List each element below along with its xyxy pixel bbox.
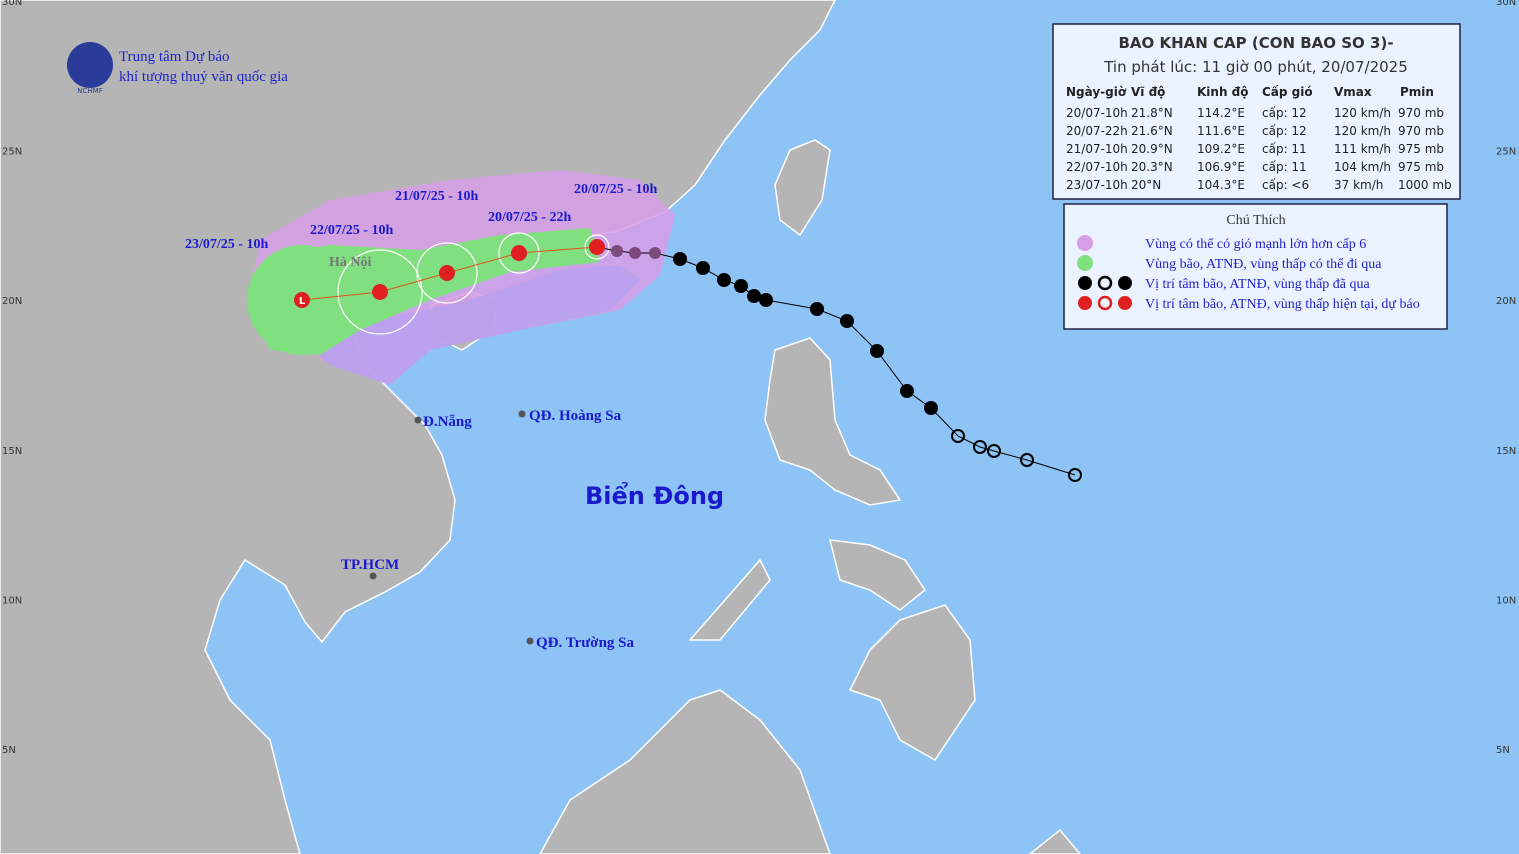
forecast-time: 22/07/25 - 10h: [310, 223, 393, 238]
table-cell: 20.3°N: [1131, 160, 1173, 174]
table-cell: 22/07-10h: [1066, 160, 1128, 174]
place-label: Đ.Nẵng: [423, 414, 472, 430]
table-cell: 37 km/h: [1334, 178, 1383, 192]
table-cell: 20°N: [1131, 178, 1161, 192]
lat-label: 25N: [2, 147, 22, 158]
uncertainty-circles: [337, 232, 610, 335]
lat-label: 20N: [1496, 296, 1516, 307]
bulletin-title: BAO KHAN CAP (CON BAO SO 3)-: [1118, 34, 1393, 52]
legend-item: Vùng có thể có gió mạnh lớn hơn cấp 6: [1145, 237, 1366, 252]
forecast-time: 21/07/25 - 10h: [395, 189, 478, 204]
legend-item: Vị trí tâm bão, ATNĐ, vùng thấp hiện tại…: [1145, 297, 1420, 312]
sea-label: Biển Đông: [585, 480, 724, 510]
logo: [67, 42, 113, 88]
table-cell: 106.9°E: [1197, 160, 1245, 174]
column-header: Vmax: [1334, 85, 1372, 99]
forecast-markers: L: [294, 239, 605, 308]
place-label: TP.HCM: [341, 557, 399, 573]
place-label: Hà Nội: [329, 255, 372, 270]
legend-swatch: [1077, 235, 1093, 251]
column-header: Vĩ độ: [1131, 85, 1165, 99]
agency-name: Trung tâm Dự báo: [119, 49, 230, 65]
legend-item: Vị trí tâm bão, ATNĐ, vùng thấp đã qua: [1145, 277, 1371, 292]
table-cell: 114.2°E: [1197, 106, 1245, 120]
table-cell: 1000 mb: [1398, 178, 1452, 192]
table-cell: cấp: 11: [1262, 160, 1307, 174]
table-cell: 21.8°N: [1131, 106, 1173, 120]
table-cell: cấp: <6: [1262, 178, 1309, 192]
table-cell: cấp: 12: [1262, 106, 1307, 120]
past-markers: [611, 245, 1082, 482]
legend-title: Chú Thích: [1226, 213, 1285, 228]
svg-text:L: L: [299, 296, 306, 307]
agency-name: khí tượng thuỷ văn quốc gia: [119, 69, 288, 85]
table-cell: 23/07-10h: [1066, 178, 1128, 192]
column-header: Kinh độ: [1197, 85, 1249, 99]
table-cell: 21.6°N: [1131, 124, 1173, 138]
table-cell: 975 mb: [1398, 160, 1444, 174]
table-cell: 109.2°E: [1197, 142, 1245, 156]
table-cell: 970 mb: [1398, 124, 1444, 138]
table-cell: 20/07-10h: [1066, 106, 1128, 120]
table-cell: 111 km/h: [1334, 142, 1391, 156]
table-cell: 120 km/h: [1334, 106, 1391, 120]
lat-label: 20N: [2, 296, 22, 307]
table-cell: 104.3°E: [1197, 178, 1245, 192]
wind-zone-south: [300, 265, 640, 385]
table-cell: 970 mb: [1398, 106, 1444, 120]
table-cell: cấp: 12: [1262, 124, 1307, 138]
place-dots: [369, 410, 534, 645]
forecast-time: 23/07/25 - 10h: [185, 237, 268, 252]
bulletin-table: Ngày-giờ Vĩ độ Kinh độ Cấp gió Vmax Pmin 20/07…: [1066, 85, 1452, 192]
table-cell: 20.9°N: [1131, 142, 1173, 156]
table-cell: 975 mb: [1398, 142, 1444, 156]
table-cell: 111.6°E: [1197, 124, 1245, 138]
column-header: Ngày-giờ: [1066, 85, 1127, 99]
lat-label: 10N: [2, 595, 22, 606]
legend-icons: [1078, 275, 1132, 311]
forecast-time: 20/07/25 - 22h: [488, 210, 571, 225]
lat-label: 5N: [2, 745, 16, 756]
column-header: Pmin: [1400, 85, 1434, 99]
legend-swatch: [1077, 255, 1093, 271]
lat-label: 30N: [2, 0, 22, 8]
lat-label: 30N: [1496, 0, 1516, 8]
legend-item: Vùng bão, ATNĐ, vùng thấp có thể đi qua: [1145, 257, 1382, 272]
bulletin-box: [1052, 23, 1461, 200]
place-label: QĐ. Hoàng Sa: [529, 408, 622, 424]
latitude-labels: 30N 30N 25N 25N 20N 20N 15N 15N 10N 10N 5N 5N: [2, 0, 1516, 756]
table-cell: 21/07-10h: [1066, 142, 1128, 156]
lat-label: 5N: [1496, 745, 1510, 756]
table-cell: cấp: 11: [1262, 142, 1307, 156]
place-label: QĐ. Trường Sa: [536, 635, 635, 651]
table-cell: 104 km/h: [1334, 160, 1391, 174]
lat-label: 15N: [2, 446, 22, 457]
forecast-time: 20/07/25 - 10h: [574, 182, 657, 197]
bulletin-issued: Tin phát lúc: 11 giờ 00 phút, 20/07/2025: [1103, 58, 1408, 76]
table-cell: 120 km/h: [1334, 124, 1391, 138]
table-cell: 20/07-22h: [1066, 124, 1128, 138]
lat-label: 15N: [1496, 446, 1516, 457]
logo-text: NCHMF: [77, 87, 102, 95]
column-header: Cấp gió: [1262, 85, 1313, 99]
lat-label: 10N: [1496, 595, 1516, 606]
lat-label: 25N: [1496, 147, 1516, 158]
